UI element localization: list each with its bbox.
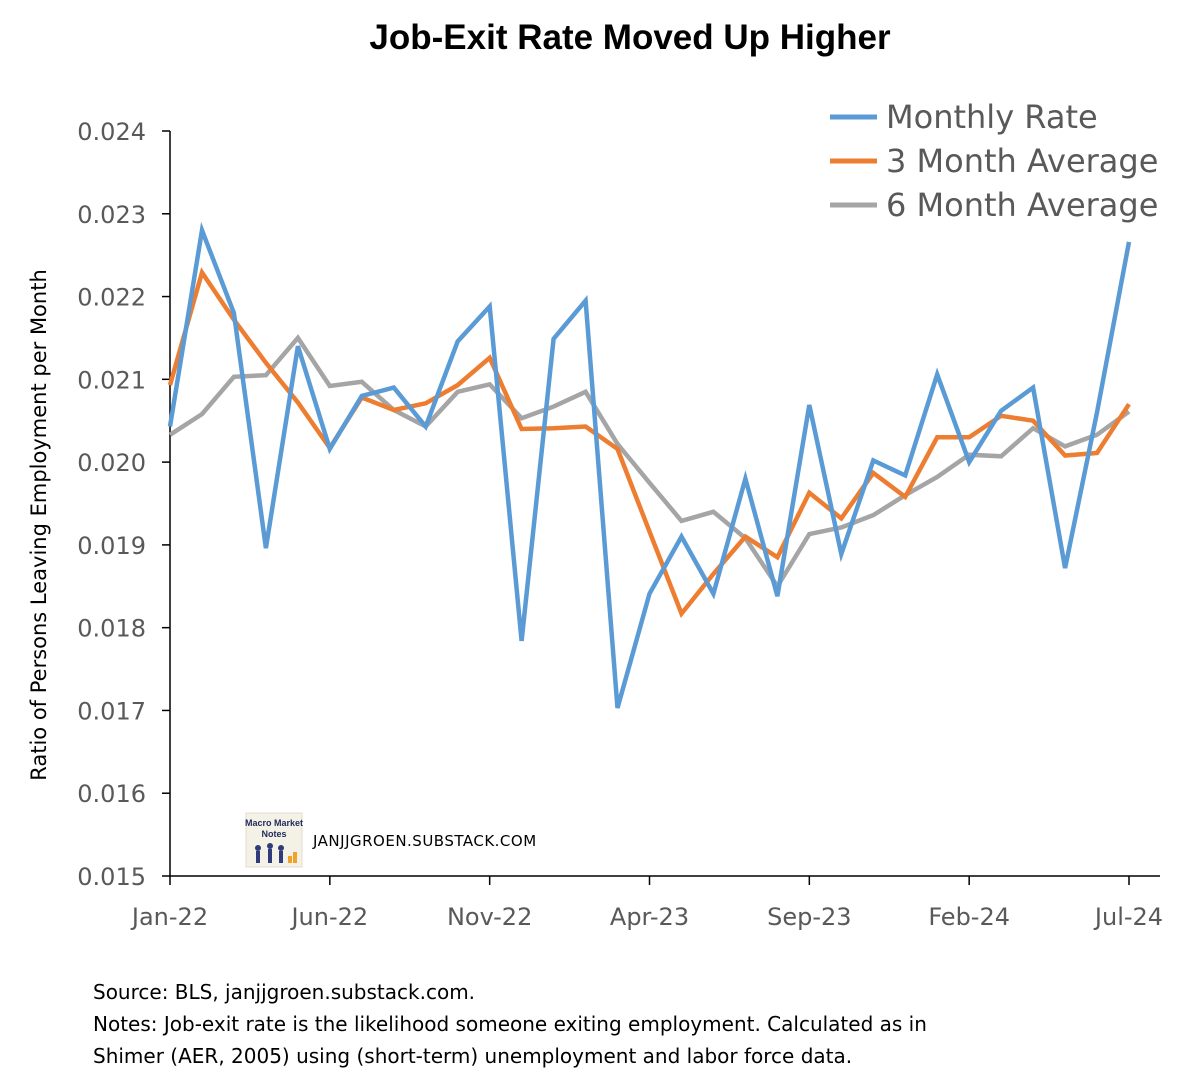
source-note: Source: BLS, janjjgroen.substack.com. (93, 980, 476, 1004)
watermark-site: JANJJGROEN.SUBSTACK.COM (312, 832, 537, 850)
y-tick-label: 0.023 (77, 201, 146, 229)
svg-text:Macro Market: Macro Market (245, 818, 303, 828)
chart-title: Job-Exit Rate Moved Up Higher (369, 18, 891, 57)
y-tick-label: 0.018 (77, 615, 146, 643)
y-tick-label: 0.020 (77, 449, 146, 477)
x-tick-label: Jul-24 (1093, 903, 1163, 931)
x-tick-label: Nov-22 (447, 903, 532, 931)
x-tick-label: Apr-23 (610, 903, 689, 931)
axes (169, 131, 1160, 877)
watermark: Macro Market Notes JANJJGROEN.SUBSTACK.C… (245, 812, 537, 868)
svg-text:Notes: Notes (261, 829, 286, 839)
legend: Monthly Rate 3 Month Average 6 Month Avera… (830, 98, 1158, 224)
chart-notes: Source: BLS, janjjgroen.substack.com. No… (93, 976, 1193, 1072)
y-tick-label: 0.015 (77, 863, 146, 891)
series-line-3-month-average (167, 267, 1131, 619)
y-axis-label: Ratio of Persons Leaving Employment per … (27, 269, 51, 781)
x-axis-ticks: Jan-22 Jun-22 Nov-22 Apr-23 Sep-23 Feb-24 Jul-… (130, 876, 1163, 931)
legend-label: Monthly Rate (886, 98, 1098, 136)
notes-line-2: Shimer (AER, 2005) using (short-term) un… (93, 1044, 853, 1068)
y-tick-label: 0.016 (77, 780, 146, 808)
x-tick-label: Jan-22 (130, 903, 208, 931)
x-tick-label: Feb-24 (928, 903, 1010, 931)
series-line-6-month-average (168, 334, 1131, 591)
legend-label: 6 Month Average (886, 186, 1158, 224)
series-line-monthly-rate (167, 221, 1132, 709)
y-tick-label: 0.021 (77, 366, 146, 394)
legend-label: 3 Month Average (886, 142, 1158, 180)
y-tick-label: 0.019 (77, 532, 146, 560)
x-tick-label: Jun-22 (289, 903, 368, 931)
series-lines (167, 221, 1132, 709)
y-axis-ticks: 0.015 0.016 0.017 0.018 0.019 0.020 0.021 0.022… (77, 118, 170, 891)
y-tick-label: 0.017 (77, 697, 146, 725)
macro-market-notes-logo: Macro Market Notes (245, 812, 303, 868)
y-tick-label: 0.022 (77, 284, 146, 312)
notes-line-1: Notes: Job-exit rate is the likelihood s… (93, 1012, 927, 1036)
x-tick-label: Sep-23 (767, 903, 851, 931)
y-tick-label: 0.024 (77, 118, 146, 146)
